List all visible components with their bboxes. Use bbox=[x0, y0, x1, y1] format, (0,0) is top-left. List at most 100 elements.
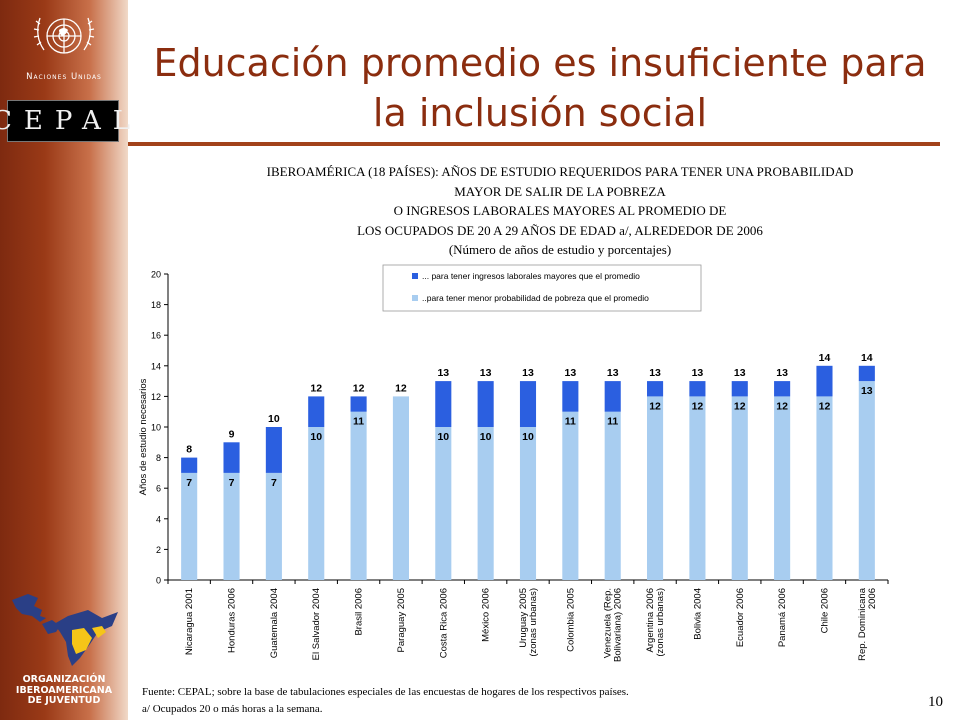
data-label-poverty: 11 bbox=[353, 416, 364, 428]
y-tick-label: 10 bbox=[151, 423, 161, 433]
data-label-poverty: 11 bbox=[607, 416, 618, 428]
category-label: Venezuela (Rep. bbox=[603, 588, 614, 658]
footnotes: Fuente: CEPAL; sobre la base de tabulaci… bbox=[142, 684, 629, 718]
bar-income bbox=[435, 381, 452, 427]
data-label-poverty: 10 bbox=[437, 431, 449, 443]
data-label-income: 12 bbox=[353, 382, 365, 394]
data-label-poverty: 12 bbox=[776, 400, 788, 412]
data-label-income: 13 bbox=[565, 367, 577, 379]
data-label-income: 12 bbox=[395, 382, 407, 394]
legend-label-income: ... para tener ingresos laborales mayore… bbox=[422, 271, 640, 281]
data-label-income: 13 bbox=[776, 367, 788, 379]
y-tick-label: 4 bbox=[156, 514, 161, 524]
data-label-poverty: 7 bbox=[271, 477, 277, 489]
bar-poverty bbox=[858, 381, 875, 580]
footnote-source: Fuente: CEPAL; sobre la base de tabulaci… bbox=[142, 686, 629, 698]
bar-income bbox=[647, 381, 664, 397]
oij-label-line3: DE JUVENTUD bbox=[27, 695, 101, 706]
bar-poverty bbox=[308, 427, 325, 580]
y-tick-label: 2 bbox=[156, 545, 161, 555]
category-label: Costa Rica 2006 bbox=[438, 588, 449, 658]
bar-poverty bbox=[392, 396, 409, 580]
category-label: Panamá 2006 bbox=[777, 588, 788, 647]
slide-number: 10 bbox=[928, 694, 943, 710]
bar-income bbox=[689, 381, 706, 397]
bar-poverty bbox=[350, 411, 367, 580]
data-label-poverty: 12 bbox=[692, 400, 704, 412]
bar-poverty bbox=[562, 411, 579, 580]
data-label-income: 13 bbox=[607, 367, 619, 379]
y-tick-label: 0 bbox=[156, 576, 161, 586]
data-label-income: 14 bbox=[819, 352, 831, 364]
bar-poverty bbox=[435, 427, 452, 580]
footnote-a: a/ Ocupados 20 o más horas a la semana. bbox=[142, 703, 323, 715]
bar-poverty bbox=[265, 472, 282, 580]
category-label: Ecuador 2006 bbox=[735, 588, 746, 647]
category-label: Honduras 2006 bbox=[227, 588, 238, 653]
bar-income bbox=[308, 396, 325, 427]
bar-poverty bbox=[477, 427, 494, 580]
data-label-income: 13 bbox=[480, 367, 492, 379]
category-label: México 2006 bbox=[481, 588, 492, 642]
chart-title-line5: (Número de años de estudio y porcentajes… bbox=[448, 242, 672, 257]
bar-poverty bbox=[689, 396, 706, 580]
bar-poverty bbox=[774, 396, 791, 580]
data-label-income: 14 bbox=[861, 352, 873, 364]
data-label-poverty: 7 bbox=[186, 477, 192, 489]
bar-poverty bbox=[181, 472, 198, 580]
category-label: Paraguay 2005 bbox=[396, 588, 407, 652]
oij-label-line2: IBEROAMERICANA bbox=[15, 684, 113, 696]
category-label: (zonas urbanas) bbox=[655, 588, 666, 657]
bar-income bbox=[350, 396, 367, 412]
category-label: (zonas urbanas) bbox=[528, 588, 539, 657]
sidebar: Naciones Unidas CEPAL ORGANIZACIÓN IBERO… bbox=[0, 0, 130, 720]
data-label-poverty: 10 bbox=[310, 431, 322, 443]
bar-income bbox=[265, 427, 282, 473]
oij-label: ORGANIZACIÓN IBEROAMERICANA DE JUVENTUD bbox=[0, 674, 128, 707]
y-tick-label: 20 bbox=[151, 270, 161, 280]
category-label: 2006 bbox=[867, 588, 878, 609]
data-label-income: 9 bbox=[229, 428, 235, 440]
data-label-poverty: 13 bbox=[861, 385, 873, 397]
category-label: Guatemala 2004 bbox=[269, 588, 280, 658]
bar-poverty bbox=[223, 472, 240, 580]
data-label-income: 13 bbox=[649, 367, 661, 379]
data-label-income: 12 bbox=[310, 382, 322, 394]
data-label-poverty: 10 bbox=[480, 431, 492, 443]
bar-income bbox=[858, 365, 875, 382]
y-tick-label: 8 bbox=[156, 453, 161, 463]
data-label-poverty: 10 bbox=[522, 431, 534, 443]
chart-title-line2: MAYOR DE SALIR DE LA POBREZA bbox=[454, 183, 666, 199]
data-label-income: 13 bbox=[522, 367, 534, 379]
data-label-poverty: 12 bbox=[819, 400, 831, 412]
data-label-income: 13 bbox=[692, 367, 704, 379]
un-label: Naciones Unidas bbox=[26, 72, 102, 82]
bar-income bbox=[223, 442, 240, 473]
slide-title-line1: Educación promedio es insuficiente para bbox=[153, 41, 927, 85]
data-label-poverty: 12 bbox=[649, 400, 661, 412]
bar-poverty bbox=[519, 427, 537, 580]
chart-title-line4: LOS OCUPADOS DE 20 A 29 AÑOS DE EDAD a/,… bbox=[357, 222, 763, 238]
bar-income bbox=[816, 365, 833, 397]
data-label-poverty: 7 bbox=[229, 477, 235, 489]
title-divider bbox=[128, 142, 940, 146]
data-label-income: 10 bbox=[268, 413, 280, 425]
category-label: Nicaragua 2001 bbox=[184, 588, 195, 655]
data-label-poverty: 11 bbox=[565, 416, 576, 428]
category-label: Chile 2006 bbox=[819, 588, 830, 633]
y-tick-label: 16 bbox=[151, 331, 161, 341]
bar-income bbox=[477, 381, 494, 427]
category-label: Bolivia 2004 bbox=[692, 588, 703, 640]
y-axis-label: Años de estudio necesarios bbox=[138, 378, 149, 495]
legend-box bbox=[382, 264, 702, 312]
data-label-income: 8 bbox=[186, 444, 192, 456]
y-tick-label: 14 bbox=[151, 361, 161, 371]
cepal-logo: CEPAL bbox=[0, 100, 130, 142]
category-label: Colombia 2005 bbox=[565, 588, 576, 652]
data-label-income: 13 bbox=[734, 367, 746, 379]
data-label-poverty: 12 bbox=[734, 400, 746, 412]
bar-income bbox=[181, 457, 198, 473]
chart-title: IBEROAMÉRICA (18 PAÍSES): AÑOS DE ESTUDI… bbox=[130, 162, 960, 260]
bar-income bbox=[774, 381, 791, 397]
category-label: Rep. Dominicana bbox=[857, 587, 868, 661]
